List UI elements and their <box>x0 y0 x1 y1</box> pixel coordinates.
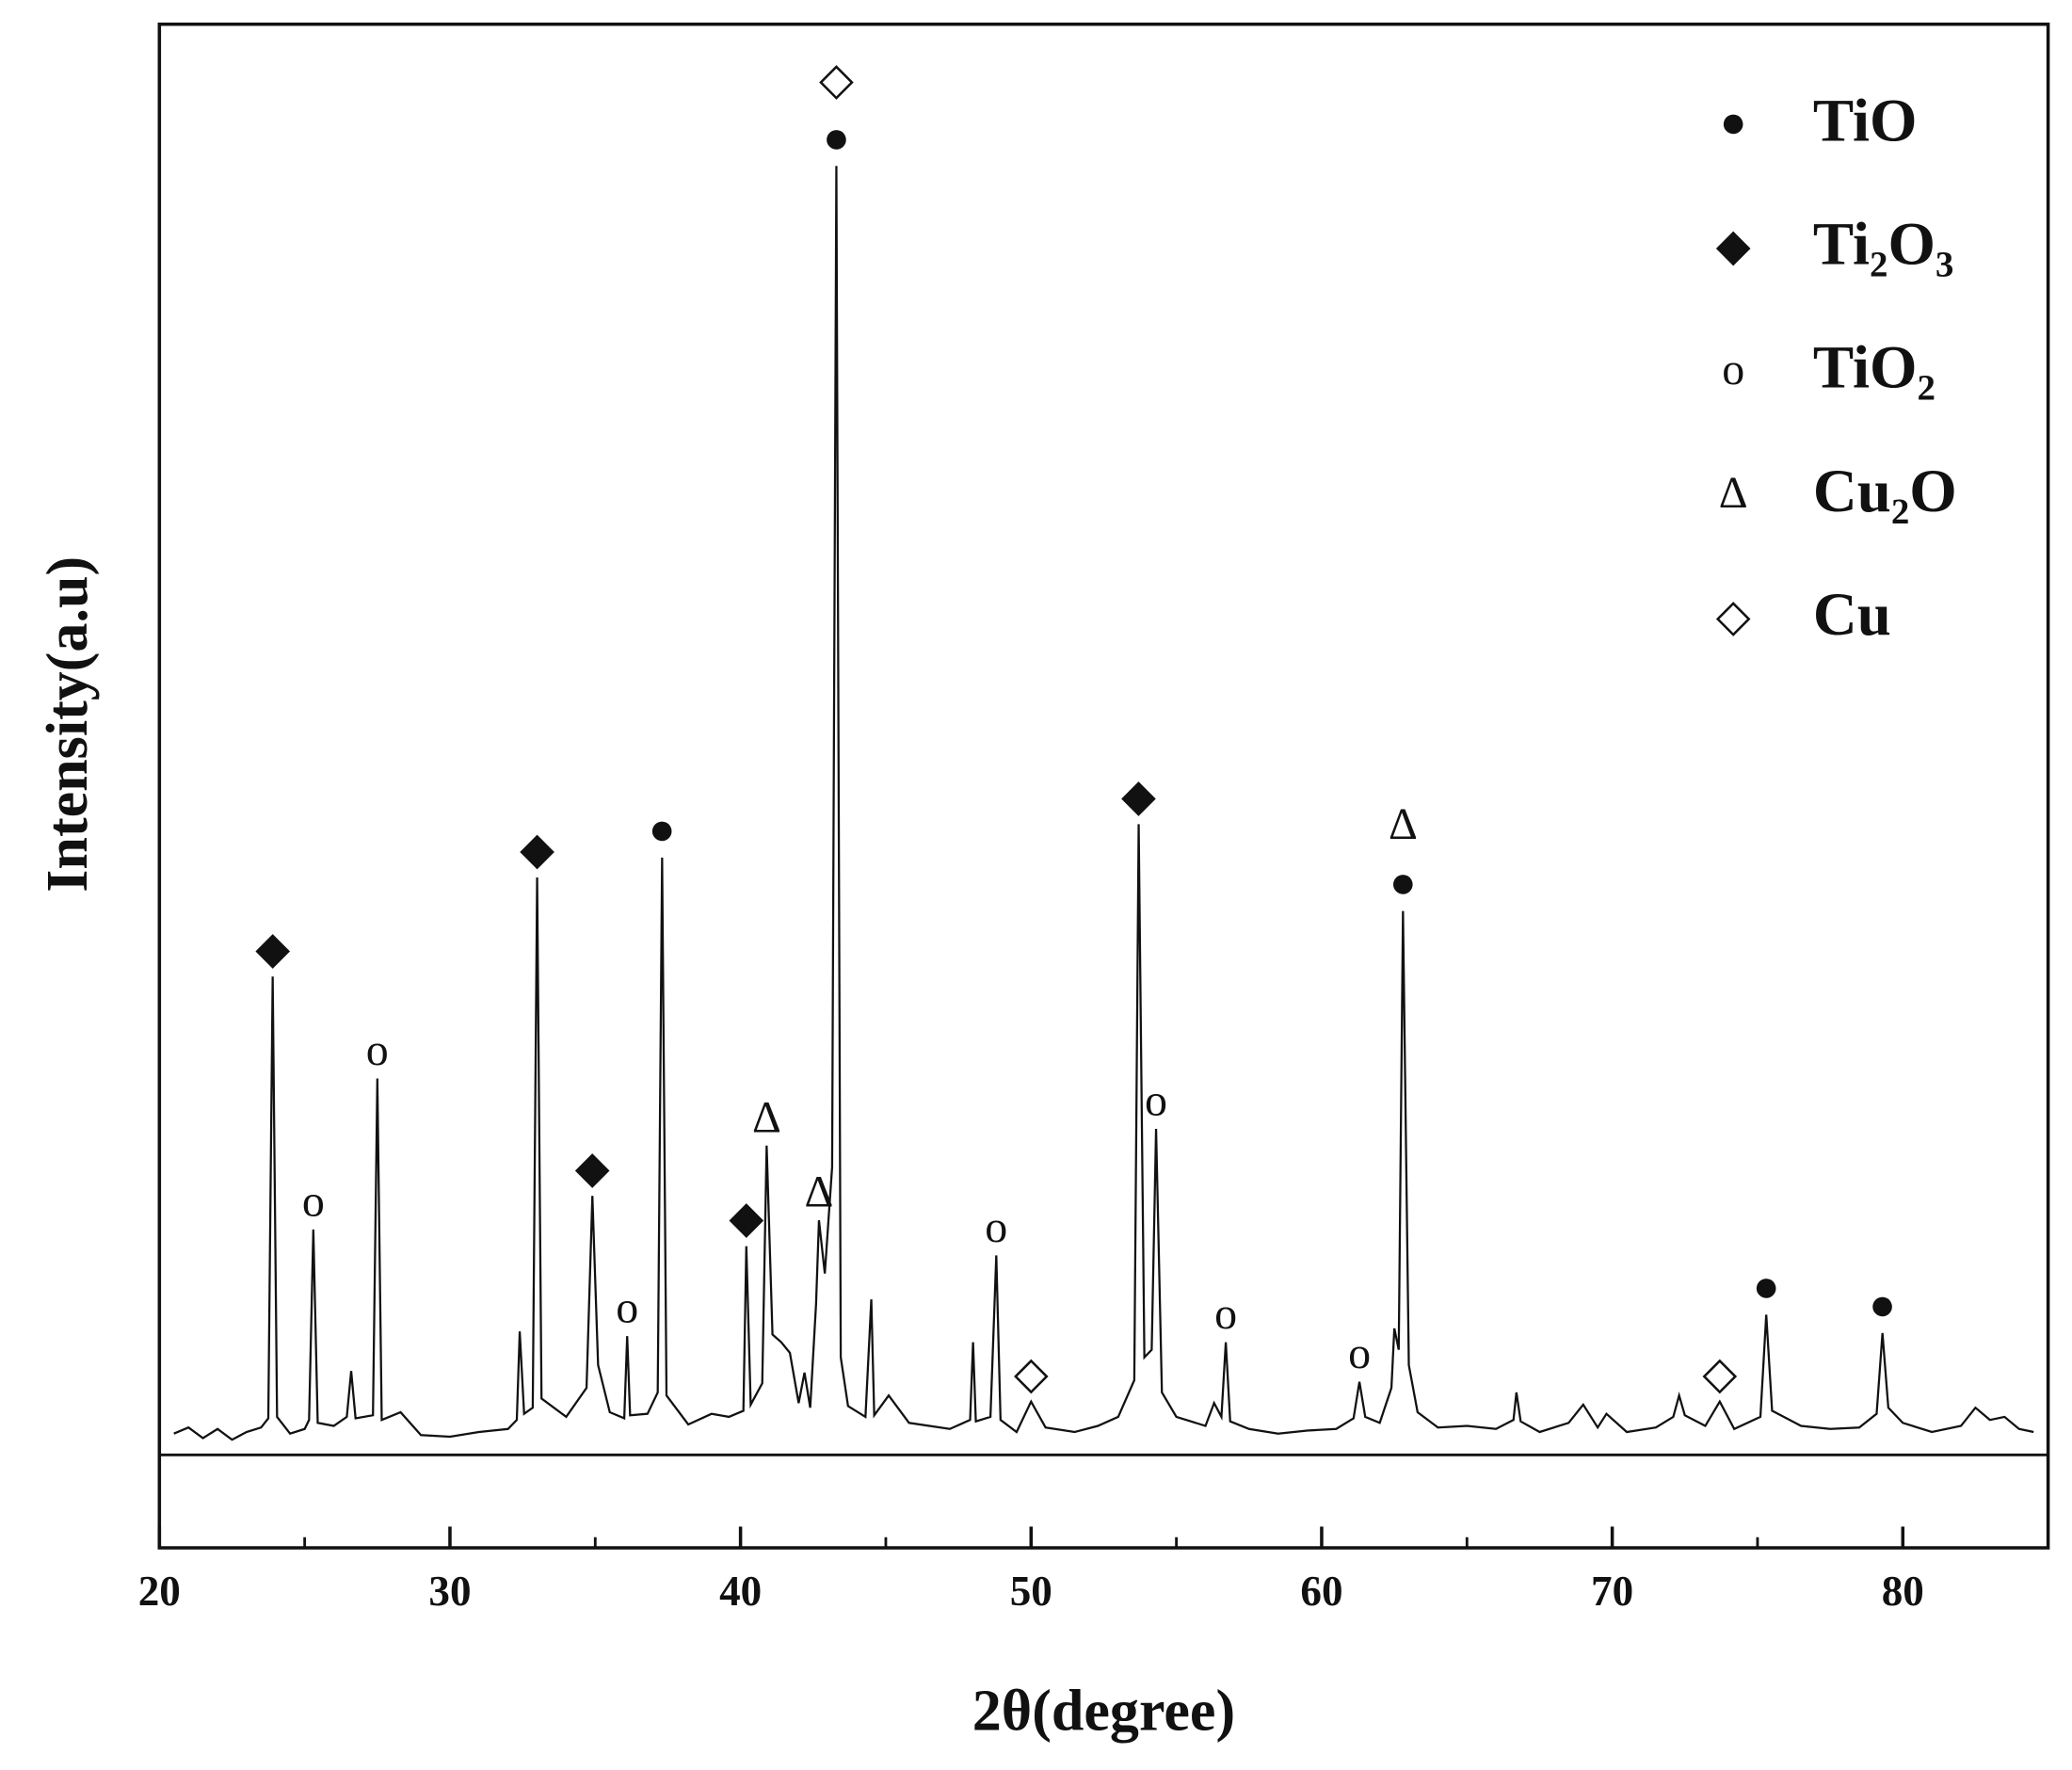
peak-marker: o <box>1214 1289 1237 1339</box>
peak-marker: ◆ <box>255 924 290 974</box>
legend-label: Cu <box>1813 581 1891 649</box>
legend-label: Cu₂O <box>1813 458 1957 525</box>
data-line <box>173 166 2034 1441</box>
peak-marker: Δ <box>1389 799 1418 849</box>
peak-marker: ◆ <box>1121 771 1156 821</box>
peak-marker: ● <box>1753 1262 1780 1311</box>
peak-marker: ● <box>1389 858 1417 908</box>
x-tick-label: 80 <box>1882 1568 1924 1615</box>
legend-symbol: o <box>1722 345 1744 394</box>
peak-marker: o <box>616 1283 638 1333</box>
legend-symbol: ◆ <box>1716 221 1751 271</box>
x-tick-label: 30 <box>428 1568 471 1615</box>
x-axis-label: 2θ(degree) <box>972 1679 1235 1743</box>
legend-symbol: ● <box>1720 97 1747 147</box>
peak-marker: ◆ <box>729 1193 763 1243</box>
legend-label: TiO <box>1813 87 1918 154</box>
peak-marker: o <box>1348 1328 1371 1378</box>
peak-marker: ◆ <box>520 825 554 875</box>
peak-marker: ◆ <box>575 1143 610 1193</box>
peak-marker: ● <box>1869 1279 1896 1329</box>
peak-marker: Δ <box>752 1092 781 1142</box>
peak-marker: o <box>366 1025 389 1075</box>
legend-label: TiO₂ <box>1813 334 1935 402</box>
x-tick-label: 40 <box>719 1568 762 1615</box>
plot-frame <box>157 22 2050 1550</box>
peak-marker: ◇ <box>1702 1348 1737 1398</box>
peak-marker: Δ <box>805 1167 834 1217</box>
peak-marker: ◇ <box>1014 1348 1049 1398</box>
x-tick-label: 60 <box>1300 1568 1342 1615</box>
peak-marker: ◇ <box>819 55 854 105</box>
legend-symbol: ◇ <box>1716 591 1751 641</box>
peak-marker: o <box>302 1176 325 1226</box>
x-tick-label: 50 <box>1010 1568 1052 1615</box>
peak-marker: ● <box>823 113 850 163</box>
legend-symbol: Δ <box>1719 468 1748 518</box>
x-tick-label: 70 <box>1591 1568 1633 1615</box>
legend-label: Ti₂O₃ <box>1813 210 1954 278</box>
peak-marker: o <box>1145 1076 1167 1126</box>
y-axis-label: Intensity(a.u) <box>36 556 100 893</box>
peak-marker: ● <box>649 805 676 855</box>
x-tick-label: 20 <box>138 1568 181 1615</box>
peak-marker: o <box>985 1202 1007 1252</box>
